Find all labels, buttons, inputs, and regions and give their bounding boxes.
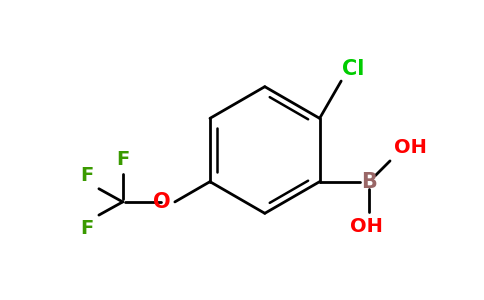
Text: O: O <box>153 192 171 212</box>
Text: F: F <box>80 219 94 238</box>
Text: OH: OH <box>350 217 383 236</box>
Text: Cl: Cl <box>342 59 364 79</box>
Text: B: B <box>362 172 377 192</box>
Text: OH: OH <box>394 138 427 157</box>
Text: F: F <box>80 166 94 185</box>
Text: F: F <box>116 150 129 169</box>
